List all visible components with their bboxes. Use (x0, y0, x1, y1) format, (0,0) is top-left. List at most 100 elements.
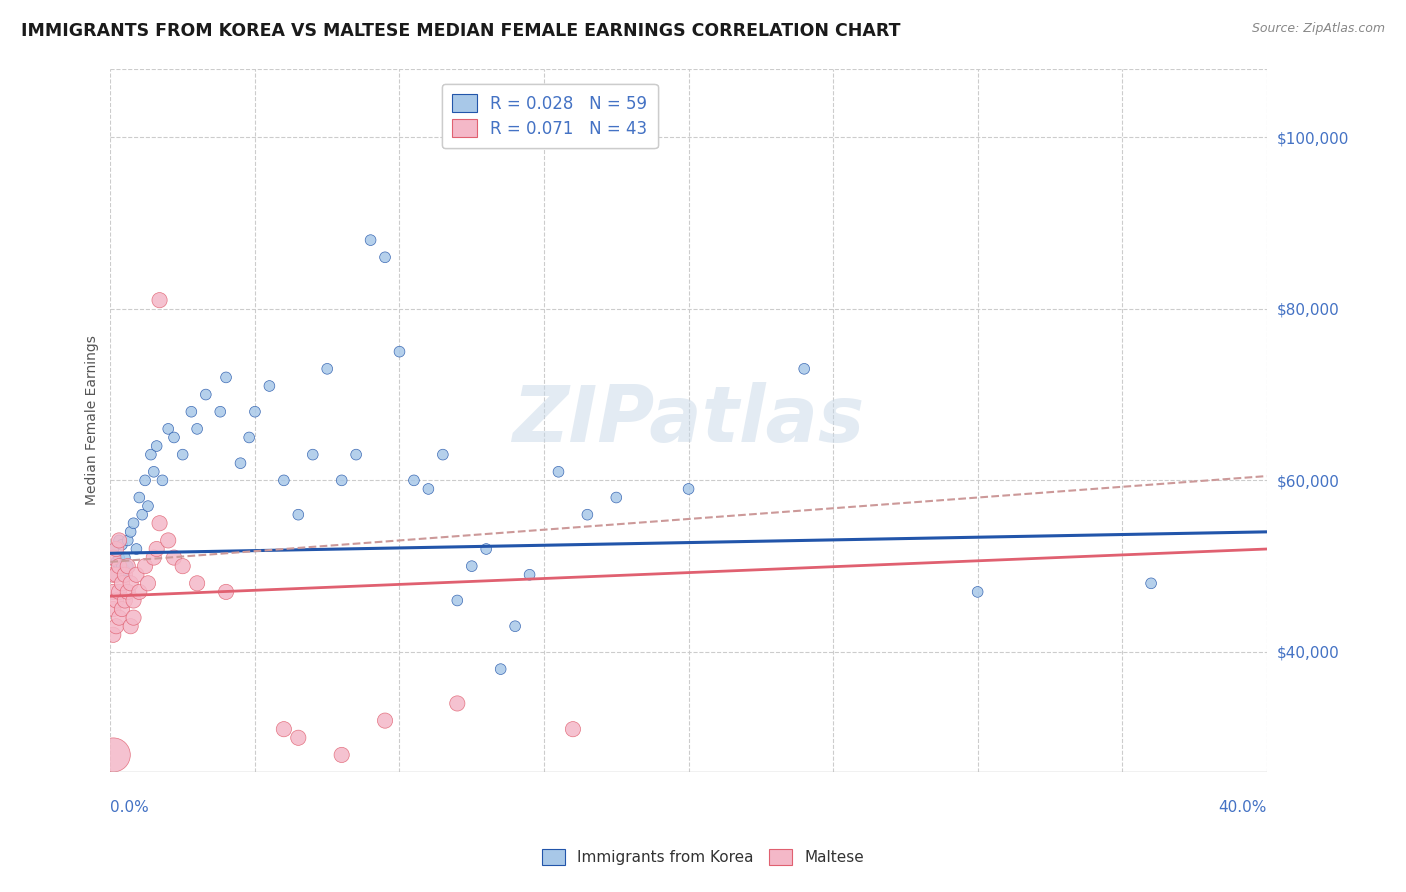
Point (105, 619, 128, 633)
Point (186, 576, 208, 591)
Point (215, 585, 238, 599)
Point (163, 550, 186, 565)
Point (117, 559, 139, 574)
Point (108, 610, 131, 624)
Point (134, 559, 156, 574)
Point (103, 567, 125, 582)
Point (136, 576, 159, 591)
Point (120, 576, 142, 591)
Point (163, 430, 186, 444)
Point (105, 593, 128, 607)
Point (122, 593, 145, 607)
Point (172, 559, 194, 574)
Point (402, 474, 425, 488)
Point (108, 533, 131, 548)
Point (152, 474, 174, 488)
Point (114, 550, 136, 565)
Point (108, 533, 131, 548)
Point (128, 491, 150, 505)
Point (103, 550, 125, 565)
Point (111, 576, 134, 591)
Point (561, 722, 583, 736)
Point (145, 541, 167, 556)
Point (122, 516, 145, 531)
Point (576, 508, 599, 522)
Text: 40.0%: 40.0% (1219, 800, 1267, 815)
Point (134, 474, 156, 488)
Point (142, 465, 165, 479)
Point (186, 422, 208, 436)
Point (605, 491, 627, 505)
Point (157, 533, 180, 548)
Point (145, 439, 167, 453)
Point (243, 405, 266, 419)
Point (475, 541, 498, 556)
Point (1140, 576, 1163, 591)
Point (374, 714, 396, 728)
Point (388, 344, 411, 359)
Point (238, 430, 260, 444)
Point (114, 567, 136, 582)
Point (105, 555, 128, 569)
Point (209, 405, 232, 419)
Point (418, 482, 440, 496)
Point (229, 456, 252, 470)
Point (273, 722, 295, 736)
Point (125, 567, 148, 582)
Point (125, 541, 148, 556)
Point (519, 567, 541, 582)
Point (330, 474, 353, 488)
Point (111, 602, 134, 616)
Point (446, 593, 468, 607)
Point (114, 564, 136, 578)
Point (172, 448, 194, 462)
Point (122, 610, 145, 624)
Point (139, 448, 162, 462)
Point (215, 370, 238, 384)
Point (374, 250, 396, 264)
Text: ZIPatlas: ZIPatlas (512, 383, 865, 458)
Point (105, 541, 128, 556)
Point (316, 361, 339, 376)
Point (461, 559, 484, 574)
Point (103, 628, 125, 642)
Point (114, 593, 136, 607)
Point (259, 379, 281, 393)
Point (503, 619, 526, 633)
Point (108, 550, 131, 565)
Point (344, 448, 367, 462)
Point (157, 422, 180, 436)
Point (111, 538, 134, 552)
Point (108, 585, 131, 599)
Text: 0.0%: 0.0% (111, 800, 149, 815)
Point (105, 567, 128, 582)
Point (120, 619, 142, 633)
Legend: Immigrants from Korea, Maltese: Immigrants from Korea, Maltese (536, 843, 870, 871)
Point (117, 585, 139, 599)
Point (793, 361, 815, 376)
Point (142, 550, 165, 565)
Point (330, 747, 353, 762)
Point (136, 499, 159, 513)
Text: IMMIGRANTS FROM KOREA VS MALTESE MEDIAN FEMALE EARNINGS CORRELATION CHART: IMMIGRANTS FROM KOREA VS MALTESE MEDIAN … (21, 22, 901, 40)
Point (301, 448, 323, 462)
Legend: R = 0.028   N = 59, R = 0.071   N = 43: R = 0.028 N = 59, R = 0.071 N = 43 (441, 84, 658, 148)
Point (103, 602, 125, 616)
Y-axis label: Median Female Earnings: Median Female Earnings (86, 335, 100, 505)
Point (287, 508, 309, 522)
Point (180, 405, 202, 419)
Point (287, 731, 309, 745)
Point (966, 585, 988, 599)
Point (103, 541, 125, 556)
Point (489, 662, 512, 676)
Point (360, 233, 382, 247)
Point (103, 747, 125, 762)
Point (120, 524, 142, 539)
Point (103, 585, 125, 599)
Point (148, 516, 170, 531)
Point (678, 482, 700, 496)
Point (547, 465, 569, 479)
Point (111, 559, 134, 574)
Text: Source: ZipAtlas.com: Source: ZipAtlas.com (1251, 22, 1385, 36)
Point (194, 387, 217, 401)
